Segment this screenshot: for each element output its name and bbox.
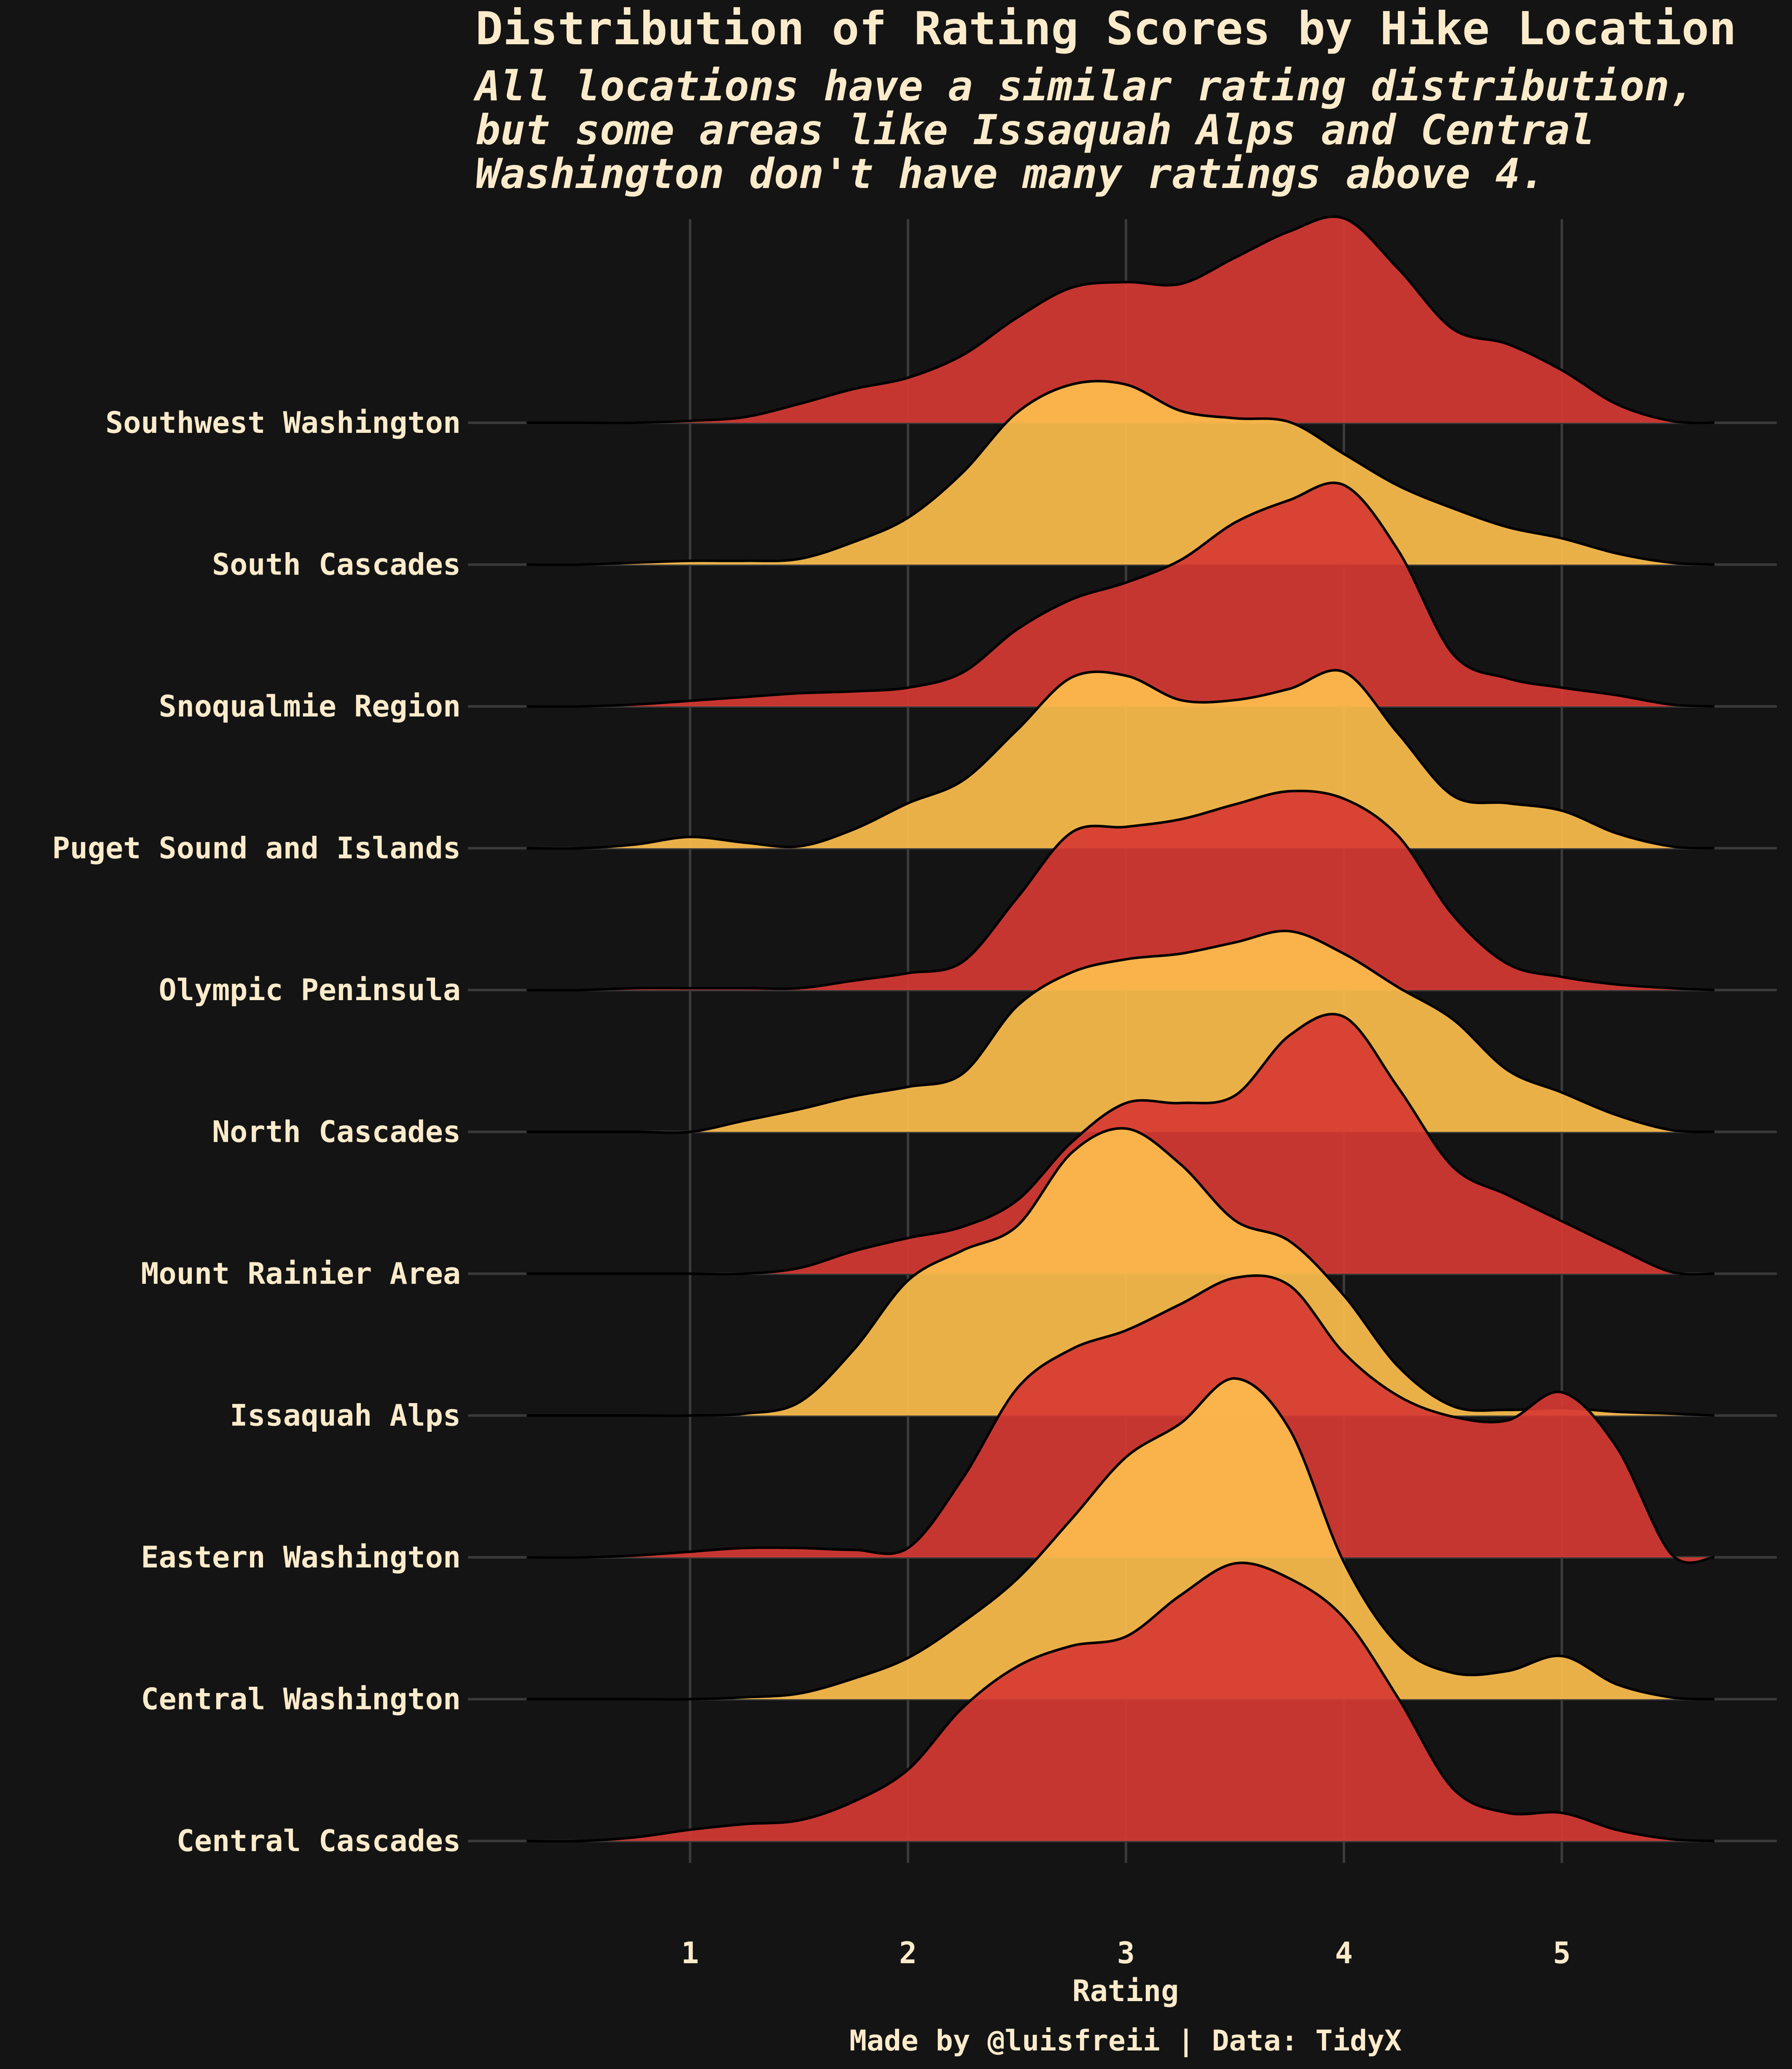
ridge-outline — [527, 1013, 1715, 1276]
x-tick-label-1: 1 — [681, 1936, 699, 1970]
ridge-fill — [527, 931, 1714, 1133]
ridge-puget-sound-and-islands — [527, 669, 1715, 850]
chart-subtitle-line-1: All locations have a similar rating dist… — [473, 62, 1694, 110]
ridge-fill — [527, 217, 1714, 423]
ridge-fill — [527, 381, 1714, 565]
y-label-snoqualmie-region: Snoqualmie Region — [159, 689, 461, 724]
ridge-outline — [527, 789, 1715, 992]
chart-caption: Made by @luisfreii | Data: TidyX — [849, 2024, 1402, 2058]
chart-title: Distribution of Rating Scores by Hike Lo… — [476, 3, 1736, 55]
x-tick-label-5: 5 — [1553, 1936, 1571, 1970]
ridge-outline — [527, 1377, 1715, 1701]
chart-subtitle-line-2: but some areas like Issaquah Alps and Ce… — [476, 106, 1595, 154]
y-axis-labels: Southwest Washington South Cascades Snoqua… — [52, 405, 461, 1858]
y-label-mount-rainier-area: Mount Rainier Area — [141, 1256, 461, 1291]
ridge-outline — [527, 1274, 1715, 1564]
y-label-central-cascades: Central Cascades — [177, 1824, 461, 1858]
y-label-issaquah-alps: Issaquah Alps — [230, 1398, 461, 1433]
ridges — [527, 215, 1715, 1843]
chart-subtitle-line-3: Washington don't have many ratings above… — [476, 150, 1545, 198]
y-label-south-cascades: South Cascades — [212, 547, 461, 582]
ridge-outline — [527, 1127, 1715, 1417]
ridge-fill — [527, 1563, 1714, 1841]
ridge-snoqualmie-region — [527, 481, 1715, 708]
ridge-north-cascades — [527, 929, 1715, 1134]
ridge-south-cascades — [527, 380, 1715, 566]
x-axis-ticks: 1 2 3 4 5 — [681, 1936, 1571, 1970]
y-label-central-washington: Central Washington — [141, 1682, 461, 1717]
ridge-fill — [527, 1275, 1714, 1563]
ridge-outline — [527, 1562, 1715, 1843]
ridge-fill — [527, 791, 1714, 990]
ridge-central-washington — [527, 1377, 1715, 1701]
x-tick-label-2: 2 — [899, 1936, 917, 1970]
ridge-outline — [527, 929, 1715, 1134]
x-tick-label-4: 4 — [1335, 1936, 1353, 1970]
ridge-fill — [527, 483, 1714, 707]
ridge-olympic-peninsula — [527, 789, 1715, 992]
ridge-eastern-washington — [527, 1274, 1715, 1564]
y-label-puget-sound-and-islands: Puget Sound and Islands — [52, 831, 461, 866]
y-label-north-cascades: North Cascades — [212, 1115, 461, 1149]
ridge-central-cascades — [527, 1562, 1715, 1843]
x-tick-label-3: 3 — [1117, 1936, 1135, 1970]
ridge-outline — [527, 481, 1715, 708]
y-label-olympic-peninsula: Olympic Peninsula — [159, 973, 461, 1007]
ridge-southwest-washington — [527, 215, 1715, 424]
y-label-eastern-washington: Eastern Washington — [141, 1540, 461, 1575]
ridge-outline — [527, 215, 1715, 424]
x-axis-title: Rating — [1072, 1974, 1179, 2008]
ridge-fill — [527, 1128, 1714, 1416]
ridge-issaquah-alps — [527, 1127, 1715, 1417]
ridge-outline — [527, 669, 1715, 850]
ridge-fill — [527, 1378, 1714, 1699]
ridge-fill — [527, 670, 1714, 849]
y-label-southwest-washington: Southwest Washington — [105, 405, 461, 440]
ridge-outline — [527, 380, 1715, 566]
